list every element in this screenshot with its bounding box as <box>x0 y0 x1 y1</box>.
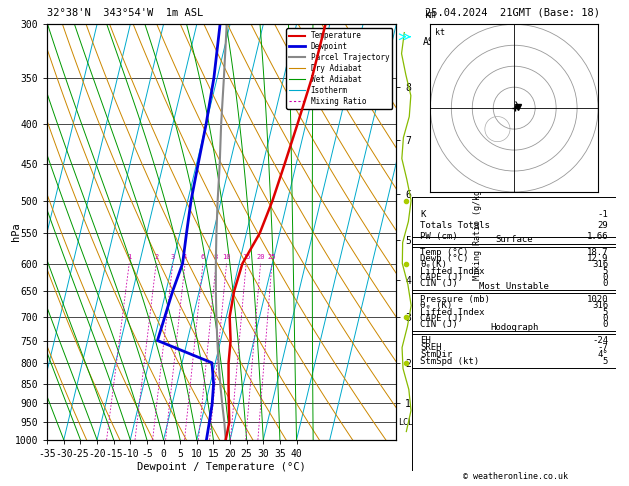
Text: -7: -7 <box>598 343 608 352</box>
Text: hPa: hPa <box>11 223 21 242</box>
Text: Surface: Surface <box>496 235 533 244</box>
Text: ASL: ASL <box>422 37 440 47</box>
Text: 10: 10 <box>222 254 231 260</box>
Text: θₑ (K): θₑ (K) <box>420 301 452 311</box>
Text: Mixing Ratio (g/kg): Mixing Ratio (g/kg) <box>473 185 482 279</box>
Text: 316: 316 <box>592 301 608 311</box>
Text: StmDir: StmDir <box>420 350 452 359</box>
Text: K: K <box>420 210 426 219</box>
Text: -24: -24 <box>592 336 608 346</box>
Text: Totals Totals: Totals Totals <box>420 221 490 230</box>
Text: Dewp (°C): Dewp (°C) <box>420 254 469 263</box>
Text: 316: 316 <box>592 260 608 269</box>
Legend: Temperature, Dewpoint, Parcel Trajectory, Dry Adiabat, Wet Adiabat, Isotherm, Mi: Temperature, Dewpoint, Parcel Trajectory… <box>286 28 392 109</box>
Text: θₑ(K): θₑ(K) <box>420 260 447 269</box>
Text: -1: -1 <box>598 210 608 219</box>
Text: 25.04.2024  21GMT (Base: 18): 25.04.2024 21GMT (Base: 18) <box>425 7 600 17</box>
Text: 12.9: 12.9 <box>587 254 608 263</box>
Text: 5: 5 <box>603 308 608 317</box>
Text: 5: 5 <box>603 357 608 366</box>
Text: 2: 2 <box>154 254 159 260</box>
Text: CAPE (J): CAPE (J) <box>420 314 463 323</box>
Text: © weatheronline.co.uk: © weatheronline.co.uk <box>464 472 568 481</box>
Text: 4°: 4° <box>598 350 608 359</box>
Text: 0: 0 <box>603 273 608 282</box>
Text: SREH: SREH <box>420 343 442 352</box>
Text: Lifted Index: Lifted Index <box>420 308 485 317</box>
Text: 32°38'N  343°54'W  1m ASL: 32°38'N 343°54'W 1m ASL <box>47 8 203 18</box>
Text: Temp (°C): Temp (°C) <box>420 248 469 257</box>
Text: EH: EH <box>420 336 431 346</box>
Text: 8: 8 <box>214 254 218 260</box>
Text: Most Unstable: Most Unstable <box>479 282 549 292</box>
Text: CIN (J): CIN (J) <box>420 320 458 330</box>
Text: 0: 0 <box>603 279 608 288</box>
Text: 1.66: 1.66 <box>587 232 608 241</box>
Text: CAPE (J): CAPE (J) <box>420 273 463 282</box>
Text: PW (cm): PW (cm) <box>420 232 458 241</box>
Text: 6: 6 <box>201 254 205 260</box>
Text: 20: 20 <box>256 254 265 260</box>
Text: 1020: 1020 <box>587 295 608 304</box>
Text: StmSpd (kt): StmSpd (kt) <box>420 357 479 366</box>
X-axis label: Dewpoint / Temperature (°C): Dewpoint / Temperature (°C) <box>137 462 306 471</box>
Text: LCL: LCL <box>398 418 413 427</box>
Text: 1: 1 <box>127 254 131 260</box>
Text: Hodograph: Hodograph <box>490 323 538 332</box>
Text: km: km <box>425 10 437 20</box>
Text: 15: 15 <box>242 254 250 260</box>
Text: Pressure (mb): Pressure (mb) <box>420 295 490 304</box>
Text: CIN (J): CIN (J) <box>420 279 458 288</box>
Text: 25: 25 <box>268 254 276 260</box>
Text: 5: 5 <box>603 267 608 276</box>
Text: kt: kt <box>435 29 445 37</box>
Text: 18.7: 18.7 <box>587 248 608 257</box>
Text: 0: 0 <box>603 314 608 323</box>
Text: 3: 3 <box>170 254 175 260</box>
Text: Lifted Index: Lifted Index <box>420 267 485 276</box>
Text: 29: 29 <box>598 221 608 230</box>
Text: 4: 4 <box>183 254 187 260</box>
Text: 0: 0 <box>603 320 608 330</box>
